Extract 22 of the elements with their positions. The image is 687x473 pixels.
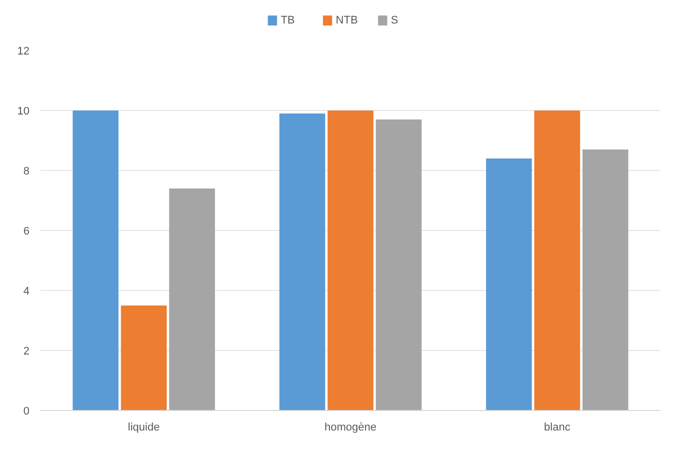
- bar: [72, 110, 119, 410]
- bar: [328, 110, 374, 410]
- bar: [534, 110, 580, 410]
- bar: [486, 158, 532, 410]
- x-tick-label: homogène: [324, 422, 377, 434]
- legend-label: NTB: [336, 14, 358, 26]
- x-tick-label: blanc: [544, 422, 571, 434]
- y-tick-label: 0: [23, 406, 30, 418]
- bar: [120, 306, 167, 410]
- legend-label: TB: [280, 14, 295, 26]
- y-tick-label: 10: [17, 106, 30, 118]
- bar: [279, 114, 326, 410]
- y-tick-label: 2: [23, 346, 30, 358]
- y-tick-label: 6: [23, 226, 30, 238]
- x-tick-label: liquide: [128, 422, 160, 434]
- y-tick-label: 4: [23, 286, 30, 298]
- y-tick-label: 8: [23, 166, 30, 178]
- bar: [582, 150, 628, 410]
- bar: [376, 120, 422, 410]
- legend-label: S: [390, 14, 398, 26]
- bar: [169, 188, 215, 410]
- y-tick-label: 12: [17, 46, 30, 58]
